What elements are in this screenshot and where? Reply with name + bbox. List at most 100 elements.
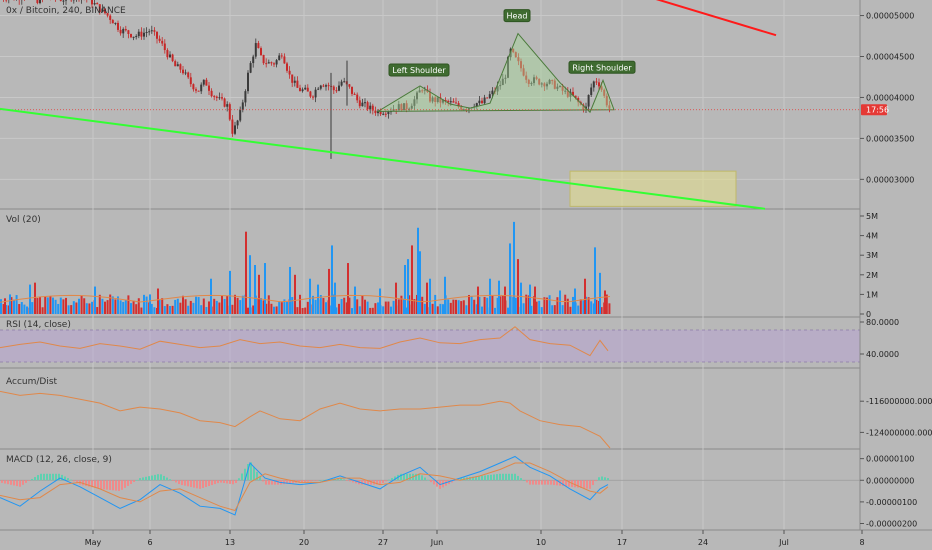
volume-bar — [153, 307, 156, 314]
candle-body — [176, 64, 179, 67]
candle-body — [452, 101, 455, 103]
volume-bar — [377, 302, 379, 314]
candle-body — [150, 30, 153, 32]
candle-body — [382, 113, 385, 115]
candle-body — [260, 48, 262, 56]
volume-bar — [36, 298, 39, 314]
volume-pane[interactable] — [0, 221, 611, 314]
candle-body — [270, 62, 273, 64]
volume-bar — [239, 300, 242, 314]
volume-bar — [481, 306, 483, 314]
macd-histogram-bar — [289, 480, 291, 484]
candle-body — [278, 55, 281, 61]
macd-histogram-bar — [250, 462, 252, 481]
volume-bar — [236, 297, 239, 314]
candle-body — [179, 64, 182, 70]
macd-histogram-bar — [229, 480, 231, 484]
candle-body — [587, 94, 590, 107]
candle-body — [291, 74, 294, 83]
volume-bar — [317, 284, 319, 314]
volume-bar — [494, 307, 496, 314]
candle-body — [416, 92, 418, 100]
candle-body — [327, 85, 330, 87]
macd-histogram-bar — [487, 475, 489, 481]
candle-body — [156, 31, 158, 39]
macd-histogram-bar — [307, 480, 309, 482]
macd-histogram-bar — [427, 479, 429, 481]
volume-bar — [478, 296, 481, 314]
candle-body — [62, 0, 65, 2]
candle-body — [106, 13, 109, 16]
left-shoulder-label[interactable]: Left Shoulder — [388, 63, 450, 77]
rsi-pane[interactable] — [0, 326, 860, 363]
volume-bar — [309, 278, 311, 314]
macd-histogram-bar — [127, 480, 129, 486]
volume-bar — [299, 294, 301, 314]
volume-bar — [221, 295, 223, 314]
macd-histogram-bar — [454, 480, 456, 481]
accum-dist-pane[interactable] — [0, 390, 611, 449]
macd-histogram-bar — [556, 480, 558, 486]
x-tick-label: 17 — [617, 538, 627, 547]
macd-histogram-bar — [142, 477, 144, 481]
volume-bar — [331, 245, 333, 314]
volume-bar — [513, 221, 515, 314]
macd-histogram-bar — [262, 480, 264, 482]
macd-histogram-bar — [175, 480, 177, 483]
volume-bar — [579, 299, 582, 314]
macd-histogram-bar — [133, 480, 135, 482]
candle-body — [189, 77, 192, 85]
macd-histogram-bar — [337, 478, 339, 481]
macd-histogram-bar — [592, 480, 594, 486]
price-pane[interactable]: Left Shoulder Head Right Shoulder — [0, 0, 860, 210]
head-label[interactable]: Head — [503, 9, 531, 23]
macd-histogram-bar — [316, 480, 318, 481]
macd-histogram-bar — [91, 480, 93, 488]
candle-body — [403, 103, 405, 111]
macd-histogram-bar — [97, 480, 99, 489]
price-scale[interactable] — [860, 0, 932, 530]
volume-bar — [195, 296, 197, 314]
macd-histogram-bar — [55, 473, 57, 481]
head-and-shoulders-pattern[interactable] — [376, 32, 615, 114]
volume-bar — [546, 297, 548, 314]
y-axis-labels: 0.00005000 0.00004500 0.00004000 0.00003500… — [860, 12, 932, 529]
macd-histogram-bar — [244, 468, 246, 481]
volume-bar — [145, 296, 148, 314]
volume-bar — [189, 300, 192, 314]
volume-bar — [411, 245, 413, 314]
volume-bar — [111, 296, 114, 314]
rsi-title: RSI (14, close) — [6, 320, 71, 330]
candle-body — [283, 56, 286, 64]
volume-bar — [83, 298, 86, 314]
volume-bar — [197, 297, 200, 314]
candle-body — [418, 90, 421, 93]
volume-bar — [278, 301, 281, 314]
x-tick-label: 8 — [859, 538, 864, 547]
macd-histogram-bar — [19, 480, 21, 487]
candle-body — [39, 0, 41, 4]
right-shoulder-label[interactable]: Right Shoulder — [568, 60, 636, 74]
candles — [3, 0, 611, 159]
volume-bar — [421, 296, 424, 314]
volume-bar — [312, 295, 314, 314]
macd-histogram-bar — [421, 475, 423, 481]
macd-histogram-bar — [313, 480, 315, 481]
resistance-trendline[interactable] — [605, 0, 777, 37]
volume-bar — [150, 303, 153, 314]
volume-bar — [423, 303, 426, 314]
volume-bar — [605, 294, 608, 314]
label-background — [568, 60, 636, 74]
macd-histogram-bar — [304, 480, 306, 482]
candle-body — [236, 120, 239, 126]
label-background — [388, 63, 450, 77]
volume-bar — [18, 304, 21, 314]
time-axis[interactable]: May 6 13 20 27 Jun 10 17 24 Jul 8 — [85, 530, 865, 547]
volume-moving-average — [0, 294, 611, 303]
volume-bar — [369, 307, 372, 314]
support-trendline[interactable] — [0, 107, 766, 210]
macd-histogram-bar — [85, 480, 87, 486]
volume-bar — [444, 276, 446, 314]
macd-pane[interactable] — [0, 455, 860, 516]
